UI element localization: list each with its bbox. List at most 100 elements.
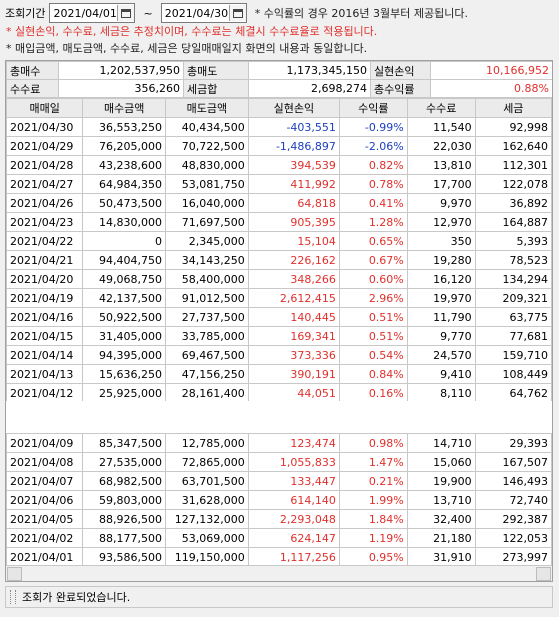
- query-period-label: 조회기간: [5, 7, 46, 20]
- column-header[interactable]: 매수금액: [82, 98, 167, 118]
- cell-date: 2021/04/05: [6, 509, 84, 529]
- column-header[interactable]: 실현손익: [247, 98, 340, 118]
- table-row[interactable]: 2021/04/15 31,405,000 33,785,000 169,341 0.5…: [6, 326, 552, 346]
- horizontal-scrollbar[interactable]: [6, 565, 552, 581]
- column-header[interactable]: 매도금액: [165, 98, 249, 118]
- cell-sell: 53,081,750: [165, 174, 249, 194]
- table-row[interactable]: 2021/04/29 76,205,000 70,722,500 -1,486,897…: [6, 136, 552, 156]
- cell-tax: 167,507: [474, 452, 552, 472]
- table-row[interactable]: 2021/04/26 50,473,500 16,040,000 64,818 0.41…: [6, 193, 552, 213]
- calendar-icon[interactable]: [117, 5, 135, 21]
- start-date-field[interactable]: 2021/04/01: [49, 3, 136, 23]
- cell-buy: 50,473,500: [82, 193, 167, 213]
- summary-label: 실현손익: [370, 61, 431, 80]
- summary-row: 수수료 356,260 세금합 2,698,274 총수익률 0.88%: [6, 79, 552, 98]
- cell-buy: 93,586,500: [82, 547, 167, 567]
- cell-fee: 11,790: [406, 307, 476, 327]
- cell-date: 2021/04/12: [6, 383, 84, 403]
- cell-buy: 88,926,500: [82, 509, 167, 529]
- table-row[interactable]: 2021/04/20 49,068,750 58,400,000 348,266 0.6…: [6, 269, 552, 289]
- cell-fee: 22,030: [406, 136, 476, 156]
- scroll-right-icon[interactable]: [536, 567, 551, 581]
- pnl-table-lower: 2021/04/09 85,347,500 12,785,000 123,474 0.9…: [6, 433, 552, 567]
- summary-value: 1,173,345,150: [248, 61, 371, 80]
- table-row[interactable]: 2021/04/22 0 2,345,000 15,104 0.65% 350 5,393: [6, 231, 552, 251]
- cell-sell: 12,785,000: [165, 433, 249, 453]
- summary-label: 수수료: [6, 79, 59, 98]
- cell-pnl: 1,055,833: [247, 452, 340, 472]
- cell-fee: 17,700: [406, 174, 476, 194]
- cell-pnl: 394,539: [247, 155, 340, 175]
- cell-pnl: 44,051: [247, 383, 340, 403]
- table-row[interactable]: 2021/04/01 93,586,500 119,150,000 1,117,256…: [6, 547, 552, 567]
- table-row[interactable]: 2021/04/21 94,404,750 34,143,250 226,162 0.6…: [6, 250, 552, 270]
- column-header[interactable]: 수익률: [338, 98, 408, 118]
- table-row[interactable]: 2021/04/02 88,177,500 53,069,000 624,147 1.1…: [6, 528, 552, 548]
- cell-tax: 63,775: [474, 307, 552, 327]
- table-row[interactable]: 2021/04/23 14,830,000 71,697,500 905,395 1.2…: [6, 212, 552, 232]
- cell-sell: 2,345,000: [165, 231, 249, 251]
- cell-buy: 50,922,500: [82, 307, 167, 327]
- table-row[interactable]: 2021/04/14 94,395,000 69,467,500 373,336 0.5…: [6, 345, 552, 365]
- cell-date: 2021/04/08: [6, 452, 84, 472]
- cell-date: 2021/04/02: [6, 528, 84, 548]
- table-row[interactable]: 2021/04/30 36,553,250 40,434,500 -403,551 -0…: [6, 117, 552, 137]
- end-date-value[interactable]: 2021/04/30: [164, 6, 229, 20]
- table-row[interactable]: 2021/04/12 25,925,000 28,161,400 44,051 0.16…: [6, 383, 552, 403]
- cell-sell: 48,830,000: [165, 155, 249, 175]
- calendar-icon[interactable]: [228, 5, 246, 21]
- cell-tax: 122,053: [474, 528, 552, 548]
- table-row[interactable]: 2021/04/27 64,984,350 53,081,750 411,992 0.7…: [6, 174, 552, 194]
- cell-fee: 9,970: [406, 193, 476, 213]
- table-row[interactable]: 2021/04/07 68,982,500 63,701,500 133,447 0.2…: [6, 471, 552, 491]
- table-row[interactable]: 2021/04/09 85,347,500 12,785,000 123,474 0.9…: [6, 433, 552, 453]
- table-row[interactable]: 2021/04/28 43,238,600 48,830,000 394,539 0.8…: [6, 155, 552, 175]
- column-header[interactable]: 매매일: [6, 98, 84, 118]
- cell-tax: 164,887: [474, 212, 552, 232]
- cell-sell: 28,161,400: [165, 383, 249, 403]
- column-header[interactable]: 세금: [474, 98, 552, 118]
- cell-pnl: 905,395: [247, 212, 340, 232]
- summary-table: 총매수 1,202,537,950 총매도 1,173,345,150 실현손익 10,1…: [6, 61, 552, 98]
- cell-pnl: 123,474: [247, 433, 340, 453]
- cell-sell: 31,628,000: [165, 490, 249, 510]
- cell-rate: 0.54%: [338, 345, 408, 365]
- cell-fee: 19,900: [406, 471, 476, 491]
- scroll-left-icon[interactable]: [7, 567, 22, 581]
- cell-pnl: 1,117,256: [247, 547, 340, 567]
- cell-date: 2021/04/07: [6, 471, 84, 491]
- cell-rate: 1.28%: [338, 212, 408, 232]
- cell-rate: 0.84%: [338, 364, 408, 384]
- cell-rate: 1.19%: [338, 528, 408, 548]
- cell-sell: 71,697,500: [165, 212, 249, 232]
- table-row[interactable]: 2021/04/08 27,535,000 72,865,000 1,055,833 1…: [6, 452, 552, 472]
- cell-rate: 2.96%: [338, 288, 408, 308]
- cell-pnl: -403,551: [247, 117, 340, 137]
- cell-rate: 0.51%: [338, 307, 408, 327]
- cell-tax: 29,393: [474, 433, 552, 453]
- start-date-value[interactable]: 2021/04/01: [53, 6, 117, 20]
- table-row[interactable]: 2021/04/13 15,636,250 47,156,250 390,191 0.8…: [6, 364, 552, 384]
- cell-tax: 292,387: [474, 509, 552, 529]
- column-header[interactable]: 수수료: [406, 98, 476, 118]
- table-row[interactable]: 2021/04/16 50,922,500 27,737,500 140,445 0.5…: [6, 307, 552, 327]
- cell-rate: 0.41%: [338, 193, 408, 213]
- grip-icon: [10, 590, 16, 604]
- cell-pnl: 2,612,415: [247, 288, 340, 308]
- cell-date: 2021/04/20: [6, 269, 84, 289]
- table-row[interactable]: 2021/04/05 88,926,500 127,132,000 2,293,048…: [6, 509, 552, 529]
- cell-date: 2021/04/16: [6, 307, 84, 327]
- table-row[interactable]: 2021/04/19 42,137,500 91,012,500 2,612,415 2…: [6, 288, 552, 308]
- end-date-field[interactable]: 2021/04/30: [160, 3, 247, 23]
- cell-fee: 14,710: [406, 433, 476, 453]
- cell-buy: 0: [82, 231, 167, 251]
- cell-rate: 1.47%: [338, 452, 408, 472]
- cell-buy: 88,177,500: [82, 528, 167, 548]
- cell-date: 2021/04/22: [6, 231, 84, 251]
- table-row[interactable]: 2021/04/06 59,803,000 31,628,000 614,140 1.9…: [6, 490, 552, 510]
- cell-buy: 68,982,500: [82, 471, 167, 491]
- summary-row: 총매수 1,202,537,950 총매도 1,173,345,150 실현손익 10,1…: [6, 61, 552, 80]
- range-separator: ~: [143, 6, 153, 20]
- cell-pnl: 411,992: [247, 174, 340, 194]
- summary-label: 총수익률: [370, 79, 431, 98]
